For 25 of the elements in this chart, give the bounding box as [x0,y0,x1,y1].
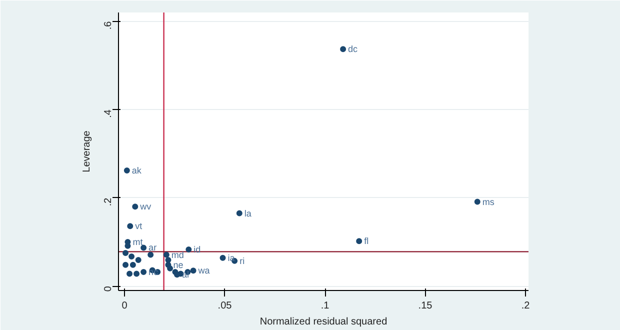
annotation: ms [482,196,495,207]
x-axis-title: Normalized residual squared [260,316,388,328]
y-tick-label: 0 [103,286,114,292]
annotation: ne [173,260,184,270]
annotation: wv [139,202,152,212]
annotation: ia [228,252,235,263]
x-tick-label: .05 [218,300,232,312]
x-tick-label: 0 [122,300,128,312]
annotation: fl [364,236,369,246]
annotation: dc [348,44,358,54]
y-axis-title: Leverage [82,130,92,172]
x-tick-label: .1 [320,300,330,312]
annotation: la [244,208,252,218]
x-tick-label: .2 [521,300,530,312]
x-tick-label: .15 [418,300,433,312]
annotation: md [171,250,184,260]
annotation: wa [197,266,210,276]
annotation: ak [132,165,142,176]
y-tick-label: .6 [103,20,114,30]
annotation: ri [240,256,245,266]
annotation: vt [135,221,143,232]
y-tick-label: .4 [103,109,114,118]
annotation: mt [132,236,144,247]
y-tick-label: .2 [103,197,114,206]
annotation: ar [148,242,157,253]
